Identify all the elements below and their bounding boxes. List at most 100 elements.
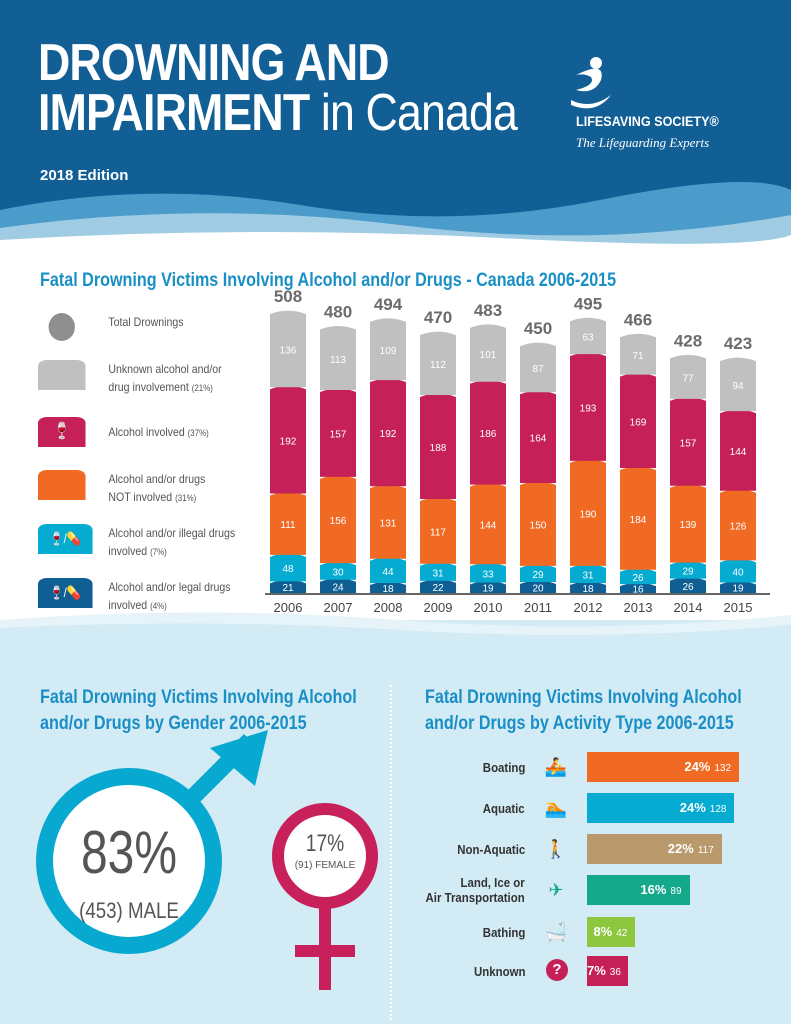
bar-segment [520,342,556,393]
bar-segment [470,380,506,485]
activity-bar: 16% 89 [587,875,690,905]
total-label: 466 [624,310,652,329]
segment-label: 112 [430,360,446,371]
activity-bar: 22% 117 [587,834,722,864]
bar-segment [620,333,656,375]
wave-decoration [0,612,791,640]
activity-label: Boating [482,759,525,775]
bar-segment [470,562,506,583]
legend-label: Total Drownings [108,315,184,329]
bar-segment [570,317,606,355]
segment-label: 157 [330,429,347,440]
x-tick-label: 2009 [424,600,453,615]
page-title: DROWNING AND IMPAIRMENT in Canada [38,37,518,139]
bar-segment [470,580,506,593]
segment-label: 26 [682,582,694,593]
bar-segment [670,484,706,563]
female-symbol [272,803,378,909]
segment-label: 19 [482,584,494,595]
legend-label: Unknown alcohol and/or drug involvement (… [108,362,222,394]
title-line-2-bold: IMPAIRMENT [38,84,310,142]
legend-label: Alcohol involved (37%) [108,425,209,439]
total-label: 450 [524,319,552,338]
bar-segment [270,579,306,593]
bar-segment [670,354,706,399]
org-name: LIFESAVING SOCIETY® [576,113,719,129]
bar-segment [420,579,456,593]
segment-label: 21 [282,583,294,594]
segment-label: 184 [630,515,647,526]
legend-label: Alcohol and/or legal drugs involved (4%) [108,580,231,612]
bar-segment [520,390,556,483]
female-label: (91) FEMALE [294,860,356,871]
segment-label: 22 [432,583,444,594]
segment-label: 169 [630,417,647,428]
segment-label: 144 [730,447,747,458]
x-tick-label: 2011 [524,600,552,615]
stacked-bar-chart: 21 48 111 192 136 508 2006 24 30 156 157 113 480 2007… [265,287,770,615]
bar-segment [720,580,756,593]
segment-label: 18 [582,584,594,595]
circle-icon [48,313,75,341]
segment-label: 139 [680,520,697,531]
total-label: 508 [274,287,302,306]
total-label: 470 [424,308,452,327]
wine-glass-icon: 🍷 [38,417,86,447]
activity-row: Unknown? 7% 36 [400,956,780,986]
org-tagline: The Lifeguarding Experts [576,135,710,150]
bar-segment [270,491,306,555]
segment-label: 188 [430,443,447,454]
segment-label: 48 [282,564,294,575]
segment-label: 44 [382,567,394,578]
activity-row: Aquatic 🏊 24% 128 [400,793,780,823]
x-tick-label: 2012 [574,600,603,615]
segment-label: 126 [730,522,747,533]
swatch-icon [38,360,86,390]
gender-title: Fatal Drowning Victims Involving Alcohol… [40,687,357,734]
lifesaving-society-logo: LIFESAVING SOCIETY® The Lifeguarding Exp… [566,55,719,150]
activity-title: Fatal Drowning Victims Involving Alcohol… [425,687,742,734]
activity-bar: 7% 36 [587,956,629,986]
female-percentage: 17% [305,830,345,857]
bar-segment [570,564,606,584]
segment-label: 111 [280,520,296,531]
glass-pills-check-icon: 🍷/💊 [38,578,93,608]
hiker-icon: 🚶 [544,839,568,859]
total-label: 495 [574,294,602,313]
activity-label: Unknown [473,963,525,979]
swimmer-logo-icon [571,57,611,109]
activity-row: Land, Ice or Air Transportation ✈ 16% 89 [400,875,780,905]
segment-label: 63 [582,333,594,344]
segment-label: 186 [480,429,497,440]
segment-label: 71 [632,351,644,362]
segment-label: 192 [380,429,397,440]
bar-segment [520,564,556,582]
segment-label: 29 [682,567,694,578]
activity-bar: 8% 42 [587,917,636,947]
activity-row: Boating 🚣 24% 132 [400,752,780,782]
bar-segment [320,578,356,593]
segment-label: 40 [732,567,744,578]
bar-segment [320,475,356,564]
male-arrowhead-icon [210,730,268,786]
bar-segment [320,326,356,391]
bar-segment [370,378,406,487]
segment-label: 19 [732,584,744,595]
segment-label: 117 [430,527,446,538]
bar-segment [370,484,406,559]
total-label: 483 [474,301,502,320]
bar-segment [370,557,406,584]
bar-segment [270,310,306,388]
bar-segment [470,483,506,565]
bar-segment [520,481,556,566]
segment-label: 192 [280,436,297,447]
swatch-icon [38,470,86,500]
segment-label: 144 [480,520,497,531]
x-tick-label: 2014 [674,600,703,615]
segment-label: 31 [432,568,444,579]
segment-label: 94 [732,381,744,392]
bar-segment [720,357,756,412]
bar-segment [570,581,606,593]
bar-segment [570,459,606,566]
segment-label: 190 [580,509,597,520]
